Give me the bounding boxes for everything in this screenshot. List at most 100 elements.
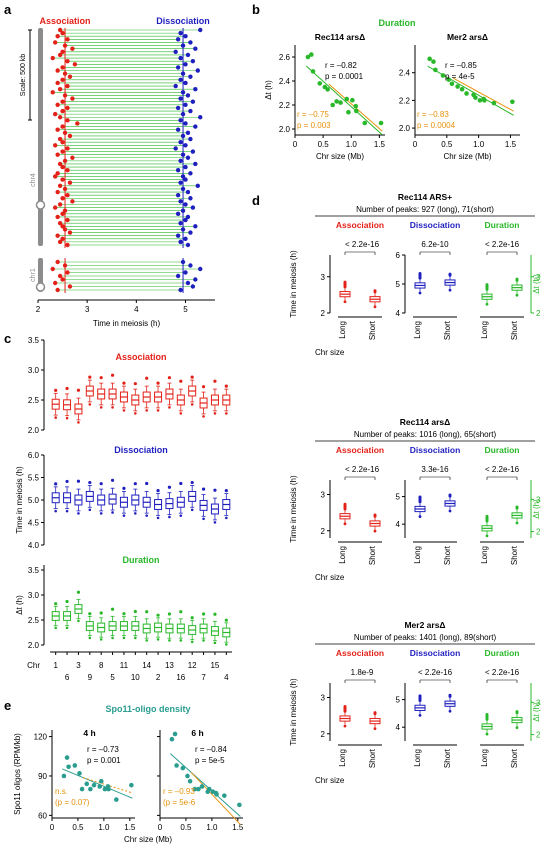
outlier-point: [167, 485, 172, 489]
spo11-point: [102, 786, 108, 792]
outlier-point: [133, 382, 137, 386]
y-tick-label-c: 2.0: [28, 641, 40, 650]
chr4-dissociation-point: [173, 146, 178, 151]
x-tick-label-b: 0: [293, 140, 298, 149]
outlier-point: [190, 375, 194, 379]
outlier-d: [448, 709, 452, 713]
outlier-point: [156, 409, 160, 412]
y-tick-label-c: 3.5: [28, 566, 40, 575]
outlier-point: [225, 516, 228, 520]
fit-line-teal: [62, 768, 133, 799]
outlier-d: [448, 509, 452, 513]
outlier-point: [110, 607, 115, 611]
outlier-point: [65, 479, 69, 484]
chr4-association-point: [60, 49, 65, 55]
category-label-d: Short: [510, 320, 519, 340]
y-axis-label-e: Spo11 oligos (RPM/kb): [13, 733, 22, 815]
outlier-point: [110, 373, 115, 377]
outlier-point: [179, 481, 183, 486]
chr1-dissociation-point: [175, 273, 181, 279]
chr-label-top: 11: [120, 661, 129, 670]
chr4-dissociation-point: [193, 46, 198, 51]
p-value-d: 6.2e-10: [421, 240, 449, 249]
chr-label-bottom: 4: [224, 673, 229, 682]
chr4-dissociation-point: [185, 93, 191, 98]
outlier-d: [515, 277, 519, 281]
outlier-d: [343, 300, 347, 304]
p-value-d: 3.3e-16: [421, 465, 449, 474]
chr4-association-point: [60, 236, 65, 241]
outlier-d: [373, 305, 377, 309]
y-tick-label-d: 5: [396, 280, 401, 289]
y-axis-label-b: Δt (h): [264, 80, 273, 100]
x-tick-label-a: 3: [85, 305, 90, 314]
y-tick-label-d: 4: [396, 520, 401, 529]
outlier-point: [99, 611, 103, 615]
panel-label-e: e: [4, 698, 11, 713]
duration-point: [338, 100, 343, 105]
outlier-d: [448, 288, 452, 292]
spo11-point: [199, 784, 205, 789]
chr4-association-point: [57, 239, 63, 245]
outlier-point: [54, 602, 58, 606]
title-association: Association: [40, 16, 91, 26]
chr4-association-point: [67, 180, 73, 185]
x-axis-label-b: Chr size (Mb): [443, 152, 491, 161]
category-label-d: Long: [413, 546, 422, 564]
chr1-association-point: [50, 266, 55, 272]
y-axis-label-c-duration: Δt (h): [15, 595, 24, 615]
chr-label-bottom: 10: [131, 673, 140, 682]
category-label-d: Long: [480, 321, 489, 339]
outlier-point: [122, 514, 126, 517]
chr4-association-point: [60, 99, 65, 104]
p-value-d: < 2.2e-16: [345, 240, 380, 249]
y-tick-label-c: 3.0: [28, 591, 40, 600]
chr4-association-point: [60, 30, 65, 36]
duration-point: [350, 97, 355, 103]
chr-label-bottom: 6: [65, 673, 70, 682]
category-label-d: Short: [368, 748, 377, 768]
outlier-point: [168, 406, 171, 409]
duration-point: [491, 100, 497, 106]
outlier-point: [145, 639, 148, 642]
header-d: Duration: [485, 220, 520, 230]
chr4-association-point: [55, 233, 60, 238]
chr4-dissociation-point: [185, 242, 191, 248]
outlier-point: [99, 406, 103, 409]
duration-point: [449, 81, 455, 87]
chr4-dissociation-point: [183, 34, 188, 39]
outlier-d: [485, 712, 489, 716]
chr4-dissociation-point: [183, 217, 188, 223]
outlier-d: [343, 724, 347, 728]
outlier-point: [167, 376, 172, 380]
chr4-dissociation-point: [175, 65, 181, 70]
subplot-title-c: Association: [115, 352, 166, 362]
chr4-label: chr4: [30, 173, 37, 187]
x-tick-label-b: 1.0: [346, 140, 358, 149]
chr4-dissociation-point: [178, 118, 183, 123]
outlier-point: [99, 482, 103, 486]
outlier-point: [201, 612, 206, 616]
group-title-d: Rec114 ARS+: [398, 192, 452, 202]
duration-point: [325, 87, 330, 92]
r-value-green: r = –0.85: [445, 61, 477, 70]
outlier-point: [213, 412, 217, 415]
x-axis-label-e: Chr size (Mb): [124, 835, 172, 844]
spo11-point: [97, 784, 103, 789]
outlier-point: [225, 643, 228, 646]
category-label-d: Long: [480, 749, 489, 767]
spo11-point: [237, 802, 242, 808]
outlier-point: [179, 514, 183, 517]
outlier-point: [156, 381, 160, 385]
outlier-point: [190, 616, 194, 620]
chr4-association-point: [53, 174, 58, 179]
y-axis-label-d: Time in meiosis (h): [289, 475, 298, 543]
outlier-point: [213, 521, 217, 524]
subplot-title-c: Duration: [123, 555, 160, 565]
y-tick-label-b: 2.0: [279, 125, 291, 134]
outlier-point: [201, 385, 206, 389]
p-value-d: < 2.2e-16: [345, 465, 380, 474]
category-label-d: Short: [368, 320, 377, 340]
category-label-d: Short: [443, 320, 452, 340]
chr4-association-point: [67, 230, 73, 235]
